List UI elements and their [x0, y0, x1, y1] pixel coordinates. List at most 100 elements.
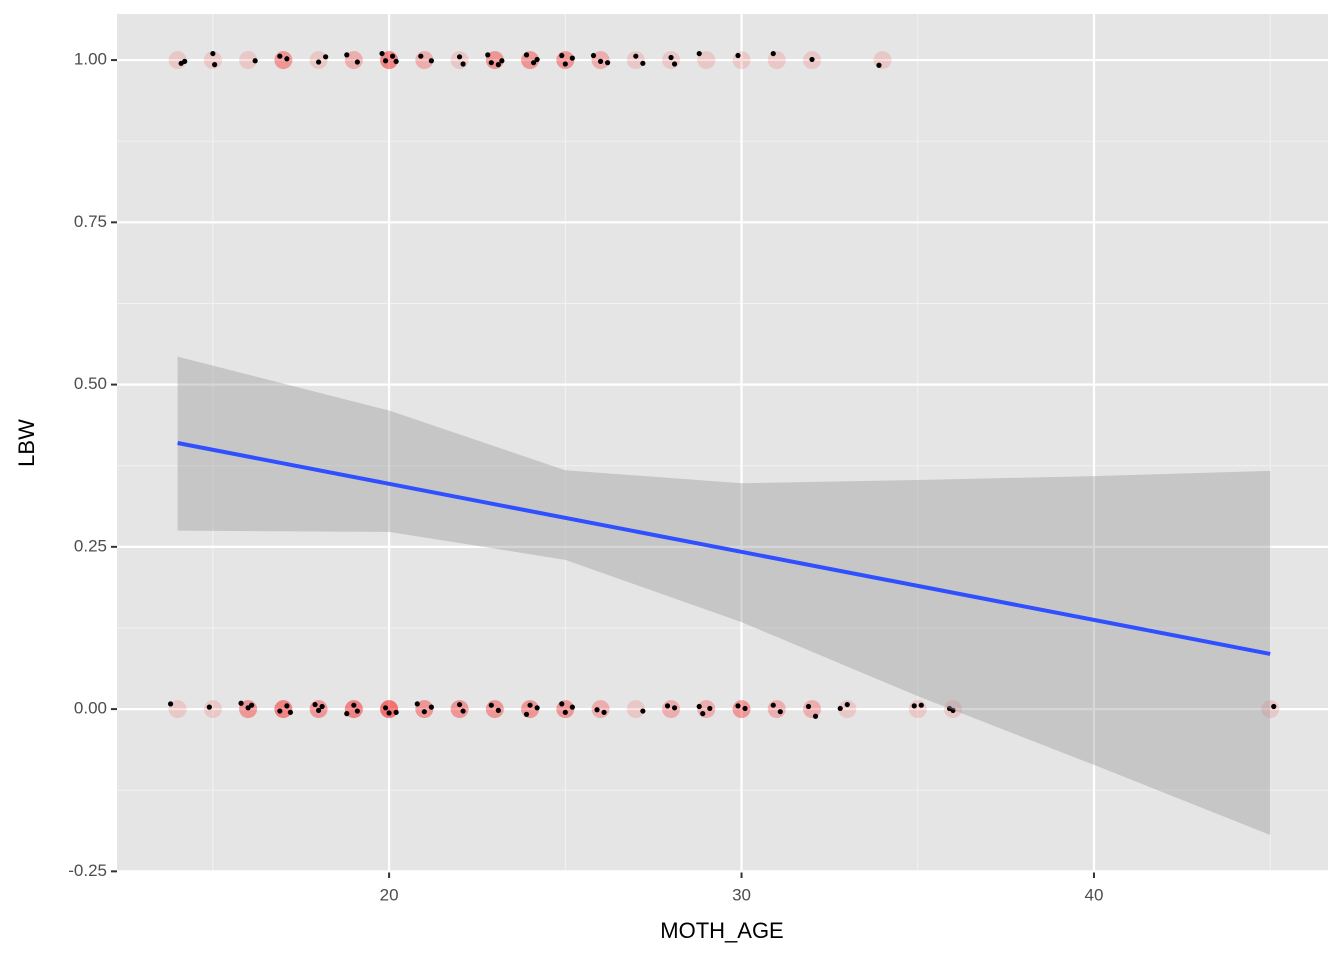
point — [168, 700, 187, 719]
point — [450, 51, 469, 70]
jitter-point — [777, 709, 783, 715]
jitter-point — [562, 61, 568, 67]
jitter-point — [876, 62, 882, 68]
jitter-point — [770, 50, 776, 57]
jitter-point — [770, 702, 776, 708]
jitter-point — [950, 707, 956, 713]
jitter-point — [210, 50, 216, 57]
point — [380, 700, 399, 719]
jitter-point — [382, 705, 389, 711]
jitter-point — [523, 52, 530, 58]
jitter-point — [742, 705, 748, 712]
jitter-point — [837, 705, 843, 712]
jitter-point — [428, 58, 434, 64]
y-tick-label: 1.00 — [74, 50, 107, 69]
jitter-point — [354, 59, 360, 65]
jitter-point — [700, 711, 706, 717]
jitter-point — [735, 52, 741, 59]
x-axis-title: MOTH_AGE — [660, 918, 783, 943]
jitter-point — [460, 708, 466, 714]
point — [732, 51, 751, 70]
fit-line — [177, 441, 1271, 656]
jitter-point — [460, 61, 466, 67]
point — [380, 700, 399, 719]
jitter-point — [287, 709, 294, 715]
y-tick-label: 0.25 — [74, 536, 107, 555]
jitter-point — [559, 701, 565, 707]
jitter-point — [696, 703, 702, 710]
jitter-point — [344, 711, 350, 717]
point — [344, 51, 363, 70]
y-tick-label: 0.00 — [74, 699, 107, 718]
jitter-point — [354, 708, 360, 714]
jitter-point — [495, 62, 501, 68]
jitter-point — [418, 53, 424, 59]
jitter-point — [601, 709, 607, 715]
jitter-point — [312, 701, 318, 708]
jitter-point — [456, 54, 463, 60]
jitter-point — [344, 52, 350, 58]
y-axis-title: LBW — [14, 419, 39, 467]
jitter-point — [918, 702, 924, 708]
jitter-point — [323, 54, 329, 60]
jitter-point — [844, 701, 850, 708]
jitter-point — [488, 60, 494, 66]
jitter-point — [456, 701, 463, 708]
jitter-point — [488, 702, 494, 708]
jitter-point — [812, 713, 819, 719]
jitter-point — [1271, 703, 1277, 710]
jitter-point — [640, 708, 646, 714]
jitter-point — [671, 705, 678, 711]
jitter-point — [668, 54, 674, 61]
jitter-point — [315, 59, 322, 65]
y-tick-label: -0.25 — [68, 861, 107, 880]
jitter-point — [523, 711, 530, 717]
jitter-point — [569, 704, 575, 710]
jitter-point — [640, 60, 646, 66]
jitter-point — [390, 53, 396, 59]
jitter-point — [182, 58, 188, 64]
jitter-point — [562, 709, 568, 715]
jitter-point — [707, 705, 713, 712]
jitter-point — [379, 50, 385, 57]
point — [591, 700, 610, 719]
point — [767, 51, 786, 70]
jitter-point — [393, 709, 399, 715]
jitter-point — [485, 52, 491, 58]
jitter-point — [414, 701, 420, 707]
point — [239, 51, 258, 70]
jitter-point — [351, 702, 357, 708]
point — [803, 700, 822, 719]
jitter-point — [212, 62, 218, 68]
jitter-point — [671, 61, 678, 67]
jitter-point — [421, 709, 427, 715]
jitter-point — [495, 707, 501, 713]
x-tick-label: 20 — [380, 885, 399, 904]
point — [203, 700, 222, 719]
jitter-point — [428, 704, 434, 710]
jitter-point — [605, 60, 611, 66]
jitter-point — [633, 53, 639, 59]
jitter-point — [696, 50, 702, 57]
confidence-band — [177, 356, 1271, 836]
jitter-point — [393, 58, 399, 64]
jitter-point — [809, 56, 815, 63]
point — [838, 700, 857, 719]
jitter-point — [252, 58, 258, 64]
point — [274, 51, 293, 70]
jitter-point — [206, 704, 212, 710]
point — [767, 700, 786, 719]
jitter-point — [530, 60, 537, 66]
panel — [117, 14, 1328, 872]
y-tick-label: 0.75 — [74, 212, 107, 231]
jitter-point — [735, 703, 741, 709]
jitter-point — [167, 701, 174, 707]
point — [380, 700, 399, 719]
jitter-point — [559, 52, 565, 59]
jitter-point — [569, 55, 575, 61]
jitter-point — [386, 710, 392, 716]
jitter-point — [594, 707, 600, 713]
point — [697, 700, 716, 719]
jitter-point — [597, 58, 604, 64]
jitter-point — [527, 702, 533, 708]
